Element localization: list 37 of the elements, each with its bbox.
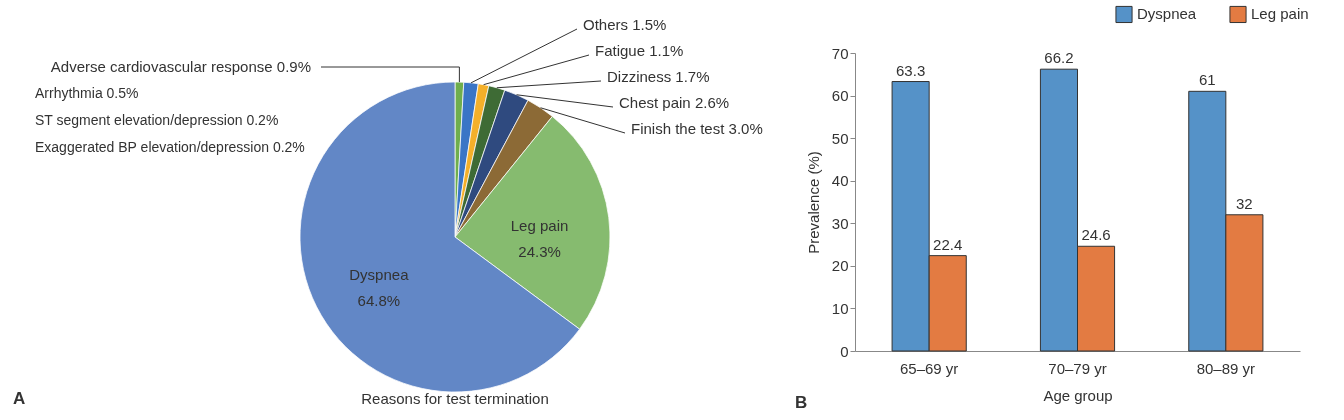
text: Exaggerated BP elevation/depression 0.2%: [35, 139, 305, 155]
y-tick-label: 20: [831, 257, 849, 275]
y-tick-label: 40: [831, 172, 849, 190]
text: A: [13, 389, 26, 408]
text: ST segment elevation/depression 0.2%: [35, 112, 279, 128]
slice-label: Others 1.5%: [583, 16, 667, 33]
slice-label: Finish the test 3.0%: [631, 120, 763, 137]
legend-label: Dyspnea: [1137, 5, 1197, 23]
y-tick-label: 0: [840, 342, 849, 360]
slice-label: Chest pain 2.6%: [619, 94, 730, 111]
y-tick-label: 70: [831, 44, 849, 62]
slice-label: Fatigue 1.1%: [595, 42, 684, 59]
data-label: 22.4: [933, 235, 963, 253]
x-tick-label: 65–69 yr: [899, 359, 959, 377]
text: Arrhythmia 0.5%: [35, 85, 139, 101]
slice-label: Leg pain: [510, 217, 569, 235]
x-tick-label: 80–89 yr: [1196, 359, 1256, 377]
y-tick-label: 30: [831, 214, 849, 232]
text: Reasons for test termination: [361, 390, 549, 407]
x-axis-title: Age group: [1043, 386, 1113, 404]
slice-label: Dizziness 1.7%: [607, 68, 710, 85]
text: B: [795, 393, 808, 412]
data-label: 24.3%: [518, 243, 561, 261]
data-label: 64.8%: [357, 292, 401, 310]
slice-label: Adverse cardiovascular response 0.9%: [50, 58, 311, 75]
data-label: 61: [1198, 71, 1216, 89]
y-tick-label: 50: [831, 129, 849, 147]
data-label: 63.3: [896, 61, 926, 79]
y-tick-label: 60: [831, 87, 849, 105]
data-label: 66.2: [1044, 49, 1074, 67]
y-tick-label: 10: [831, 299, 849, 317]
slice-label: Dyspnea: [349, 266, 410, 284]
data-label: 32: [1236, 194, 1253, 212]
data-label: 24.6: [1081, 226, 1111, 244]
legend-label: Leg pain: [1251, 5, 1309, 23]
x-tick-label: 70–79 yr: [1048, 359, 1107, 377]
y-axis-title: Prevalence (%): [804, 151, 822, 254]
